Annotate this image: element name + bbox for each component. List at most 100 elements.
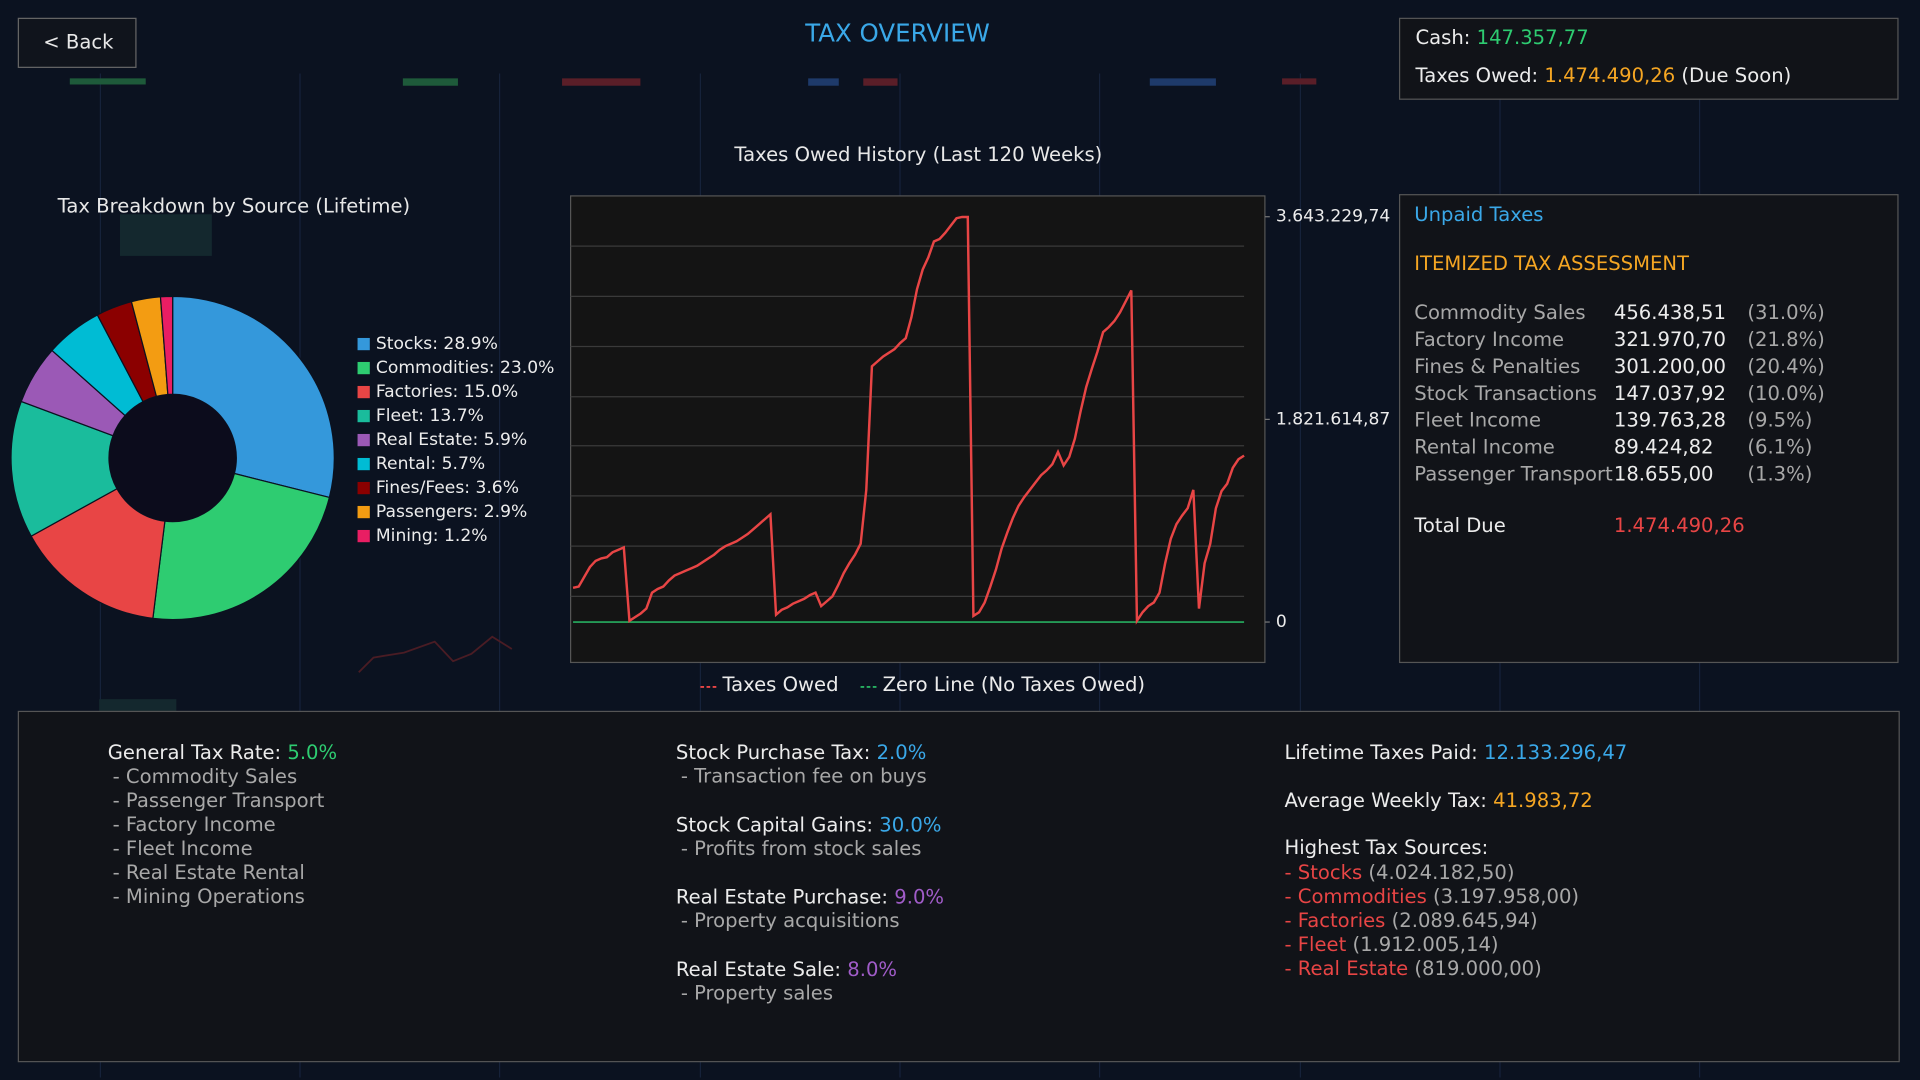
tax-item-name: Rental Income [1414,436,1555,459]
cash-line: Cash: 147.357,77 [1416,25,1589,48]
legend-label: Stocks: 28.9% [376,334,498,354]
rate-label: Stock Purchase Tax: [676,741,870,764]
cash-label: Cash: [1416,25,1471,48]
pie-hole [108,394,237,522]
tax-item-name: Stock Transactions [1414,382,1597,405]
pie-title: Tax Breakdown by Source (Lifetime) [57,194,410,217]
tax-item-amount: 321.970,70 [1614,328,1726,351]
legend-label: Fleet: 13.7% [376,406,484,426]
back-button[interactable] [17,17,137,68]
source-amount: (3.197.958,00) [1433,885,1579,908]
legend-label: Real Estate: 5.9% [376,430,527,450]
tax-item-name: Commodity Sales [1414,301,1585,324]
specific-rate: Real Estate Sale: 8.0% [676,957,897,980]
summary-label: Lifetime Taxes Paid: [1284,741,1477,764]
unpaid-panel [1398,194,1899,664]
unpaid-title: Unpaid Taxes [1414,203,1543,226]
rate-value: 9.0% [894,885,944,908]
y-tick-label: 3.643.229,74 [1276,207,1390,227]
rate-label: General Tax Rate: [108,741,281,764]
taxes-note: (Due Soon) [1681,63,1791,86]
y-tick-label: 1.821.614,87 [1276,409,1390,429]
line-title: Taxes Owed History (Last 120 Weeks) [733,143,1102,166]
legend-label: Fines/Fees: 3.6% [376,478,519,498]
tax-item-share: (1.3%) [1747,463,1812,486]
rate-note: - Profits from stock sales [681,837,922,860]
tax-item-name: Factory Income [1414,328,1564,351]
highest-source: - Real Estate (819.000,00) [1284,957,1541,980]
legend-swatch [357,409,370,423]
general-rate: General Tax Rate: 5.0% [108,741,337,764]
highest-source: - Stocks (4.024.182,50) [1284,861,1514,884]
tax-item-name: Fleet Income [1414,409,1541,432]
source-name: - Real Estate [1284,957,1408,980]
tax-item-name: Passenger Transport [1414,463,1613,486]
back-label[interactable]: < Back [43,30,114,53]
legend-label: Zero Line (No Taxes Owed) [883,673,1145,696]
rate-item: - Commodity Sales [113,765,298,788]
unpaid-subtitle: ITEMIZED TAX ASSESSMENT [1414,252,1690,275]
rate-note: - Property acquisitions [681,909,900,932]
rate-item: - Factory Income [113,813,276,836]
tax-item-share: (20.4%) [1747,355,1824,378]
legend-swatch [357,505,370,519]
tax-item-amount: 139.763,28 [1614,409,1726,432]
page-title: TAX OVERVIEW [804,18,990,47]
tax-item-amount: 147.037,92 [1614,382,1726,405]
background-dashes [69,78,1317,717]
data-line [572,215,1245,625]
source-name: - Stocks [1284,861,1362,884]
rate-label: Real Estate Sale: [676,957,841,980]
summary-value: 41.983,72 [1493,788,1593,811]
taxes-value: 1.474.490,26 [1544,63,1675,86]
rate-value: 5.0% [287,741,337,764]
rate-value: 8.0% [847,957,897,980]
rate-value: 2.0% [877,741,927,764]
legend-swatch [357,337,370,351]
legend-label: Commodities: 23.0% [376,358,554,378]
legend-swatch [357,481,370,495]
legend-label: Mining: 1.2% [376,526,488,546]
status-panel [1398,17,1899,100]
tax-item-amount: 89.424,82 [1614,436,1714,459]
source-name: - Fleet [1284,933,1346,956]
legend-label: Passengers: 2.9% [376,502,527,522]
source-name: - Commodities [1284,885,1426,908]
cash-value: 147.357,77 [1477,25,1589,48]
legend-swatch [357,385,370,399]
summary-label: Average Weekly Tax: [1284,788,1486,811]
rate-label: Real Estate Purchase: [676,885,888,908]
highest-source: - Commodities (3.197.958,00) [1284,885,1579,908]
y-tick-label: 0 [1276,612,1287,632]
rate-label: Stock Capital Gains: [676,813,873,836]
summary-value: 12.133.296,47 [1484,741,1627,764]
lifetime-paid: Lifetime Taxes Paid: 12.133.296,47 [1284,741,1627,764]
rate-value: 30.0% [879,813,941,836]
tax-item-share: (6.1%) [1747,436,1812,459]
specific-rate: Stock Purchase Tax: 2.0% [676,741,926,764]
source-amount: (1.912.005,14) [1352,933,1498,956]
tax-item-share: (9.5%) [1747,409,1812,432]
specific-rate: Stock Capital Gains: 30.0% [676,813,942,836]
source-amount: (2.089.645,94) [1392,909,1538,932]
legend-label: Taxes Owed [721,673,838,696]
rate-item: - Passenger Transport [113,789,325,812]
total-value: 1.474.490,26 [1614,514,1745,537]
legend-swatch [357,433,370,447]
tax-item-amount: 456.438,51 [1614,301,1726,324]
tax-item-amount: 18.655,00 [1614,463,1714,486]
source-amount: (4.024.182,50) [1368,861,1514,884]
specific-rate: Real Estate Purchase: 9.0% [676,885,944,908]
legend-label: Rental: 5.7% [376,454,485,474]
legend-swatch [357,529,370,543]
tax-item-share: (10.0%) [1747,382,1824,405]
tax-item-name: Fines & Penalties [1414,355,1580,378]
legend-swatch [357,457,370,471]
highest-label: Highest Tax Sources: [1284,836,1488,859]
rate-note: - Transaction fee on buys [681,765,927,788]
source-name: - Factories [1284,909,1385,932]
tax-item-amount: 301.200,00 [1614,355,1726,378]
average-tax: Average Weekly Tax: 41.983,72 [1284,788,1592,811]
legend-swatch [357,361,370,375]
